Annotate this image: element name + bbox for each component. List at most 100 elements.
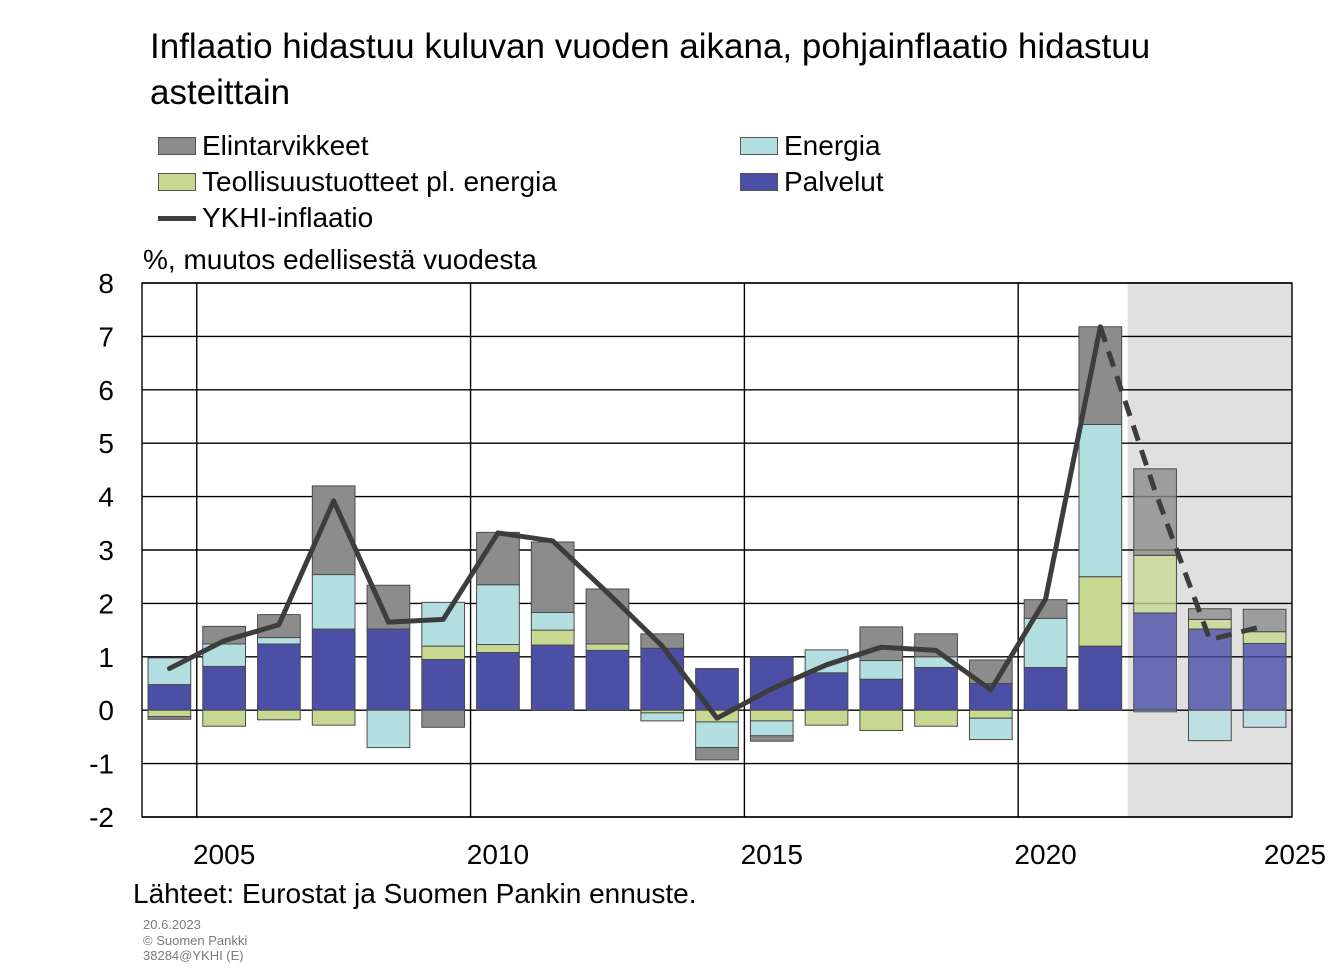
x-tick-label: 2010: [467, 839, 529, 870]
legend-label: Palvelut: [784, 166, 884, 197]
bar-palvelut: [421, 658, 466, 711]
bar-palvelut: [530, 644, 575, 711]
bar-palvelut: [1133, 612, 1177, 711]
ykhi-inflation-forecast-line: [1097, 325, 1266, 643]
bar-teollisuustuotteet-pl-energia: [804, 709, 849, 726]
legend-item-teollisuustuotteet: Teollisuustuotteet pl. energia: [158, 164, 557, 200]
bar-energia: [311, 574, 356, 630]
legend-swatch-ykhi-inflaatio: [158, 215, 196, 221]
legend: Elintarvikkeet Energia Teollisuustuottee…: [158, 128, 1058, 238]
bar-teollisuustuotteet-pl-energia: [476, 644, 520, 654]
y-tick-label: 0: [98, 695, 114, 726]
chart-title: Inflaatio hidastuu kuluvan vuoden aikana…: [150, 27, 1151, 112]
bar-palvelut: [1188, 628, 1232, 711]
bar-energia: [968, 717, 1013, 741]
y-tick-label: 8: [98, 268, 114, 299]
y-tick-label: 1: [98, 642, 114, 673]
bar-energia: [1078, 424, 1123, 578]
bar-palvelut: [859, 678, 904, 711]
bar-palvelut: [1023, 666, 1068, 711]
meta-info: 20.6.2023 © Suomen Pankki 38284@YKHI (E): [143, 917, 247, 964]
bar-palvelut: [147, 684, 192, 711]
x-tick-label: 2015: [741, 839, 803, 870]
bar-energia: [749, 720, 794, 737]
bar-teollisuustuotteet-pl-energia: [585, 643, 630, 651]
meta-date: 20.6.2023: [143, 917, 201, 932]
y-tick-label: 5: [98, 428, 114, 459]
legend-swatch-palvelut: [740, 173, 778, 191]
legend-swatch-elintarvikkeet: [158, 137, 196, 155]
bar-energia: [530, 611, 575, 631]
bar-teollisuustuotteet-pl-energia: [311, 709, 356, 726]
bar-energia: [695, 721, 739, 749]
bar-teollisuustuotteet-pl-energia: [859, 709, 904, 731]
bar-palvelut: [585, 649, 630, 711]
bar-palvelut: [640, 647, 685, 711]
bar-elintarvikkeet: [749, 735, 794, 742]
legend-item-palvelut: Palvelut: [740, 164, 884, 200]
bar-elintarvikkeet: [695, 747, 739, 761]
bar-teollisuustuotteet-pl-energia: [968, 709, 1013, 719]
bar-teollisuustuotteet-pl-energia: [914, 709, 958, 727]
bar-energia: [257, 637, 301, 645]
y-tick-label: 4: [98, 482, 114, 513]
x-tick-label: 2005: [193, 839, 255, 870]
meta-code: 38284@YKHI (E): [143, 948, 244, 963]
bar-teollisuustuotteet-pl-energia: [1078, 576, 1123, 647]
bar-elintarvikkeet: [1133, 468, 1177, 556]
source-note: Lähteet: Eurostat ja Suomen Pankin ennus…: [133, 878, 697, 909]
legend-item-ykhi-inflaatio: YKHI-inflaatio: [158, 200, 373, 236]
bar-teollisuustuotteet-pl-energia: [421, 645, 466, 660]
bar-teollisuustuotteet-pl-energia: [749, 709, 794, 722]
bar-elintarvikkeet: [1188, 608, 1232, 620]
y-tick-label: 2: [98, 588, 114, 619]
bar-energia: [1242, 709, 1287, 728]
y-tick-label: -2: [89, 802, 114, 833]
bar-palvelut: [202, 665, 247, 711]
bar-palvelut: [366, 628, 411, 711]
bar-palvelut: [311, 628, 356, 711]
bar-elintarvikkeet: [147, 716, 192, 720]
bar-teollisuustuotteet-pl-energia: [202, 709, 247, 727]
bar-elintarvikkeet: [421, 709, 466, 728]
y-tick-label: 3: [98, 535, 114, 566]
bar-palvelut: [476, 652, 520, 711]
bar-energia: [1188, 709, 1232, 742]
legend-label: Energia: [784, 130, 881, 161]
bar-teollisuustuotteet-pl-energia: [1188, 618, 1232, 630]
y-tick-label: 7: [98, 321, 114, 352]
y-axis-unit-label: %, muutos edellisestä vuodesta: [143, 244, 537, 275]
bar-palvelut: [1242, 642, 1287, 711]
bar-teollisuustuotteet-pl-energia: [530, 629, 575, 646]
y-tick-label: 6: [98, 375, 114, 406]
bar-palvelut: [914, 666, 958, 711]
legend-item-energia: Energia: [740, 128, 881, 164]
bar-energia: [476, 584, 520, 646]
legend-label: YKHI-inflaatio: [202, 202, 374, 233]
x-tick-label: 2020: [1014, 839, 1076, 870]
bar-palvelut: [257, 643, 301, 711]
bar-palvelut: [804, 672, 849, 711]
bar-teollisuustuotteet-pl-energia: [257, 709, 301, 721]
legend-label: Elintarvikkeet: [202, 130, 369, 161]
bar-elintarvikkeet: [585, 588, 630, 645]
legend-label: Teollisuustuotteet pl. energia: [202, 166, 557, 197]
meta-copyright: © Suomen Pankki: [143, 932, 248, 948]
bar-energia: [366, 709, 411, 749]
bar-energia: [859, 660, 904, 680]
legend-item-elintarvikkeet: Elintarvikkeet: [158, 128, 369, 164]
bar-teollisuustuotteet-pl-energia: [1242, 631, 1287, 644]
bar-teollisuustuotteet-pl-energia: [147, 709, 192, 718]
plot-frame: [141, 282, 1293, 818]
bar-palvelut: [1078, 645, 1123, 711]
legend-swatch-teollisuustuotteet: [158, 173, 196, 191]
bar-energia: [1133, 709, 1177, 713]
bar-palvelut: [695, 668, 739, 711]
bar-teollisuustuotteet-pl-energia: [1133, 554, 1177, 614]
ykhi-inflation-line: [166, 324, 1103, 721]
y-tick-label: -1: [89, 749, 114, 780]
bar-energia: [640, 712, 685, 722]
x-tick-label: 2025: [1264, 839, 1326, 870]
bar-energia: [421, 601, 466, 647]
